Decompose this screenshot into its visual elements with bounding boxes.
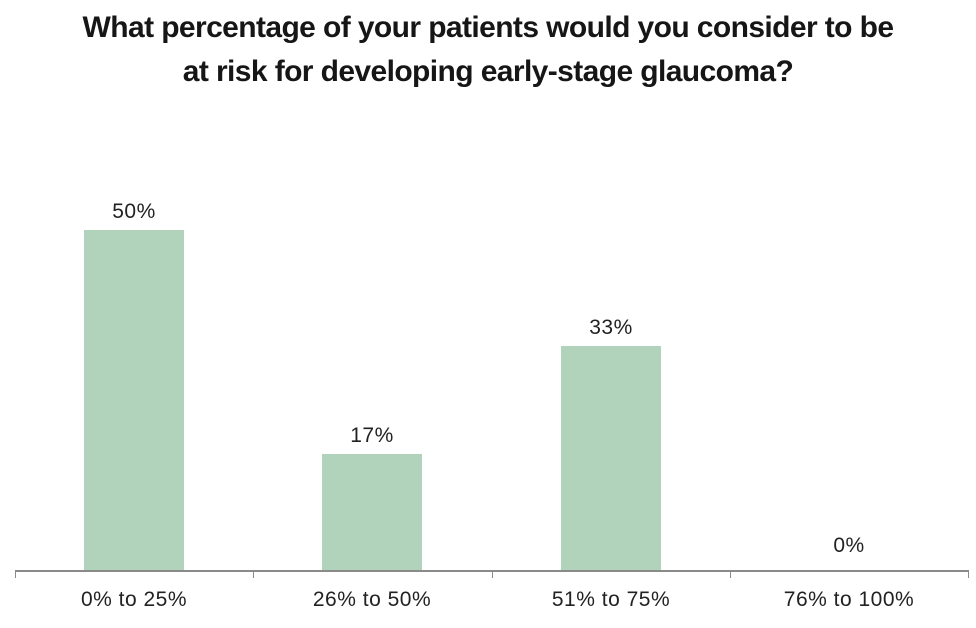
value-label-26% to 50%: 17%	[350, 424, 394, 447]
x-axis-line	[15, 570, 968, 572]
category-label-51% to 75%: 51% to 75%	[551, 588, 671, 611]
x-axis-tick	[15, 570, 16, 578]
bar-51% to 75%	[561, 346, 661, 570]
category-label-26% to 50%: 26% to 50%	[312, 588, 432, 611]
x-axis-tick	[253, 570, 254, 578]
x-axis-tick	[968, 570, 969, 578]
bar-0% to 25%	[84, 230, 184, 570]
x-axis-tick	[730, 570, 731, 578]
chart-title-line-1: What percentage of your patients would y…	[82, 11, 894, 44]
value-label-76% to 100%: 0%	[833, 534, 865, 557]
value-label-51% to 75%: 33%	[589, 316, 633, 339]
value-label-0% to 25%: 50%	[112, 200, 156, 223]
x-axis-tick	[492, 570, 493, 578]
category-label-0% to 25%: 0% to 25%	[80, 588, 188, 611]
chart-title-line-2: at risk for developing early-stage glauc…	[182, 55, 794, 88]
category-label-76% to 100%: 76% to 100%	[783, 588, 915, 611]
chart-title: What percentage of your patients would y…	[0, 6, 976, 94]
bar-26% to 50%	[322, 454, 422, 570]
